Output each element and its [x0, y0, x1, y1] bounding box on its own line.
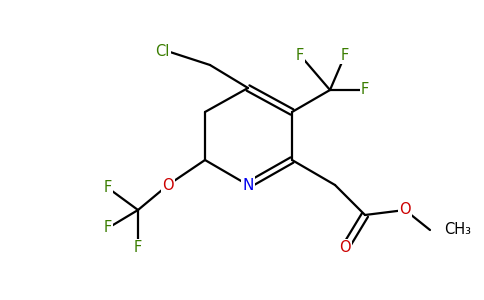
Text: F: F [104, 220, 112, 236]
Text: CH₃: CH₃ [444, 223, 471, 238]
Text: F: F [104, 181, 112, 196]
Text: O: O [162, 178, 174, 193]
Text: F: F [134, 241, 142, 256]
Text: N: N [242, 178, 254, 193]
Text: F: F [361, 82, 369, 98]
Text: O: O [399, 202, 411, 217]
Text: F: F [296, 47, 304, 62]
Text: F: F [341, 47, 349, 62]
Text: O: O [339, 241, 351, 256]
Text: Cl: Cl [156, 44, 170, 59]
